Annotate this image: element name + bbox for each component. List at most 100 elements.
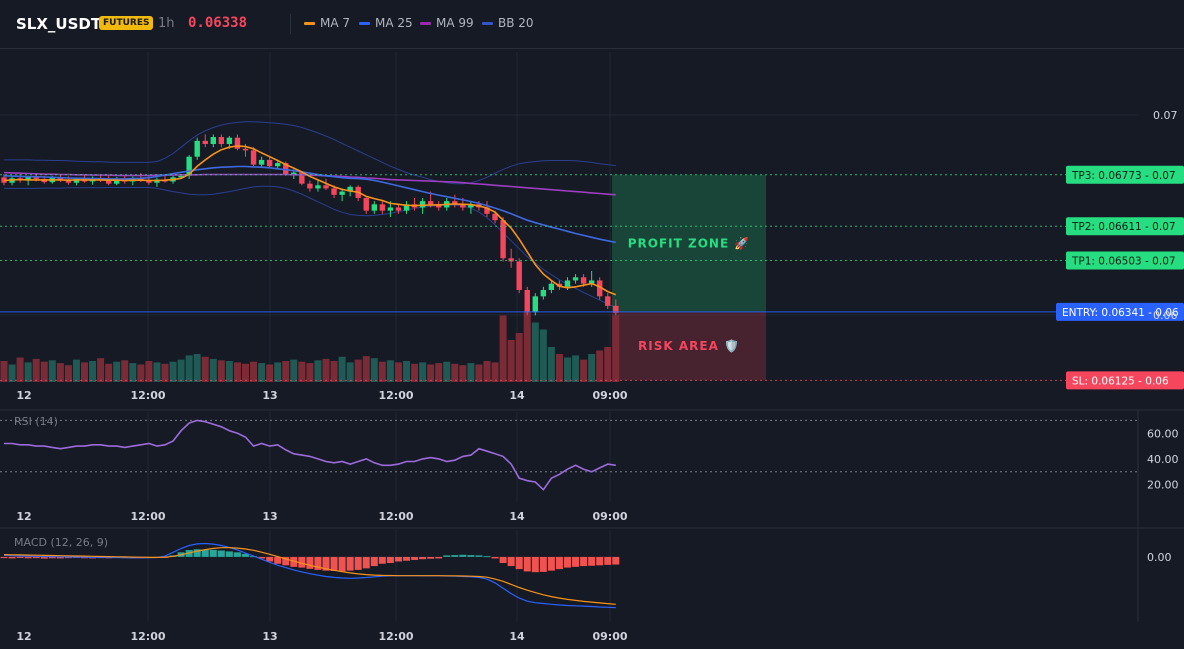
macd-hist-49 [394, 556, 402, 562]
volume-bar-31 [250, 361, 258, 382]
volume-bar-3 [24, 362, 32, 382]
macd-hist-29 [233, 552, 241, 557]
candle-body-72 [580, 277, 587, 284]
volume-bar-35 [282, 361, 290, 382]
candle-body-24 [194, 140, 200, 157]
legend-ma25-label: MA 25 [375, 16, 413, 30]
volume-bar-13 [105, 363, 113, 382]
macd-x-tick-5: 09:00 [592, 630, 627, 643]
candle-body-41 [331, 188, 337, 195]
volume-bar-22 [177, 359, 185, 382]
timeframe-selector[interactable]: 1h [158, 16, 175, 31]
candle-body-74 [597, 280, 603, 297]
level-tag-text-sl: SL: 0.06125 - 0.06 [1072, 375, 1169, 387]
volume-bar-12 [97, 358, 105, 382]
risk-zone [612, 311, 766, 381]
macd-hist-56 [451, 555, 459, 557]
macd-hist-72 [580, 556, 588, 567]
price-x-tick-1: 12:00 [130, 389, 165, 402]
price-x-tick-4: 14 [509, 389, 525, 402]
volume-bar-17 [137, 364, 145, 382]
volume-bar-37 [298, 361, 306, 382]
volume-bar-6 [48, 360, 56, 382]
price-x-tick-3: 12:00 [378, 389, 413, 402]
rsi-title: RSI (14) [14, 415, 58, 428]
macd-hist-27 [217, 550, 225, 557]
macd-hist-51 [411, 556, 419, 560]
profit-zone-label: PROFIT ZONE 🚀 [628, 236, 751, 250]
level-tag-text-tp1: TP1: 0.06503 - 0.07 [1071, 255, 1176, 267]
bollinger-bands [4, 121, 617, 308]
header-divider [290, 14, 291, 34]
volume-bar-5 [40, 361, 48, 382]
chart-canvas[interactable]: PROFIT ZONE 🚀 RISK AREA 🛡️ TP3: 0.06773 -… [0, 48, 1184, 649]
volume-bar-68 [547, 347, 555, 382]
candle-body-26 [210, 137, 216, 145]
symbol-name[interactable]: SLX_USDT [16, 15, 102, 33]
legend-ma7[interactable]: MA 7 [304, 16, 350, 30]
candle-body-36 [291, 172, 297, 175]
candle-body-73 [588, 280, 595, 284]
volume-bar-34 [274, 362, 282, 382]
volume-bar-11 [89, 361, 97, 382]
volume-bar-39 [314, 360, 322, 382]
candle-body-13 [105, 180, 112, 184]
macd-hist-57 [459, 554, 467, 557]
macd-hist-6 [48, 556, 56, 559]
volume-bar-72 [580, 359, 588, 382]
candle-body-32 [258, 159, 265, 165]
legend-bb20[interactable]: BB 20 [482, 16, 534, 30]
volume-bar-25 [201, 356, 209, 382]
macd-hist-44 [354, 556, 362, 570]
candle-body-65 [524, 289, 530, 313]
macd-hist-41 [330, 556, 338, 571]
ma7-line [3, 145, 617, 296]
volume-bar-44 [354, 359, 362, 382]
volume-bar-30 [242, 363, 249, 382]
candle-body-71 [572, 277, 579, 281]
rsi-line [4, 419, 616, 491]
candle-body-52 [419, 201, 426, 208]
legend-ma99-label: MA 99 [436, 16, 474, 30]
candle-body-3 [25, 177, 31, 181]
macd-hist-76 [612, 556, 620, 565]
grid-lines [0, 52, 1184, 622]
candle-body-68 [548, 283, 555, 290]
macd-hist-38 [306, 556, 314, 569]
candle-body-49 [395, 207, 402, 211]
price-levels: TP3: 0.06773 - 0.07 TP2: 0.06611 - 0.07 TP… [0, 165, 1184, 390]
macd-hist-39 [314, 556, 322, 570]
level-tag-sl [1066, 371, 1184, 390]
rsi-x-tick-0: 12 [16, 510, 31, 523]
macd-hist-0 [0, 556, 8, 559]
legend-ma25[interactable]: MA 25 [359, 16, 413, 30]
legend-ma99[interactable]: MA 99 [420, 16, 474, 30]
macd-x-tick-2: 13 [262, 630, 277, 643]
macd-hist-46 [370, 556, 378, 567]
volume-bar-16 [129, 363, 137, 382]
volume-bar-1 [8, 364, 16, 382]
candle-body-22 [178, 175, 184, 178]
volume-bar-50 [403, 361, 410, 382]
price-x-tick-2: 13 [262, 389, 277, 402]
candle-body-67 [540, 289, 547, 297]
candle-body-28 [226, 137, 233, 145]
macd-hist-5 [40, 556, 48, 559]
volume-bar-52 [419, 362, 427, 382]
macd-hist-75 [604, 556, 612, 565]
macd-y-tick-0: 0.00 [1147, 551, 1172, 564]
volume-bar-53 [427, 364, 435, 382]
volume-bar-62 [499, 315, 507, 382]
macd-hist-33 [266, 556, 274, 562]
macd-hist-63 [507, 556, 515, 567]
macd-hist-60 [483, 556, 491, 558]
bb-upper-line [4, 121, 616, 185]
rsi-x-tick-2: 13 [262, 510, 277, 523]
profit-zone [612, 174, 766, 312]
macd-signal-line [3, 546, 616, 605]
volume-bar-2 [16, 357, 24, 382]
macd-hist-24 [193, 549, 201, 557]
volume-bar-73 [588, 354, 596, 382]
volume-bar-18 [145, 361, 153, 382]
level-tag-tp3 [1066, 165, 1184, 184]
